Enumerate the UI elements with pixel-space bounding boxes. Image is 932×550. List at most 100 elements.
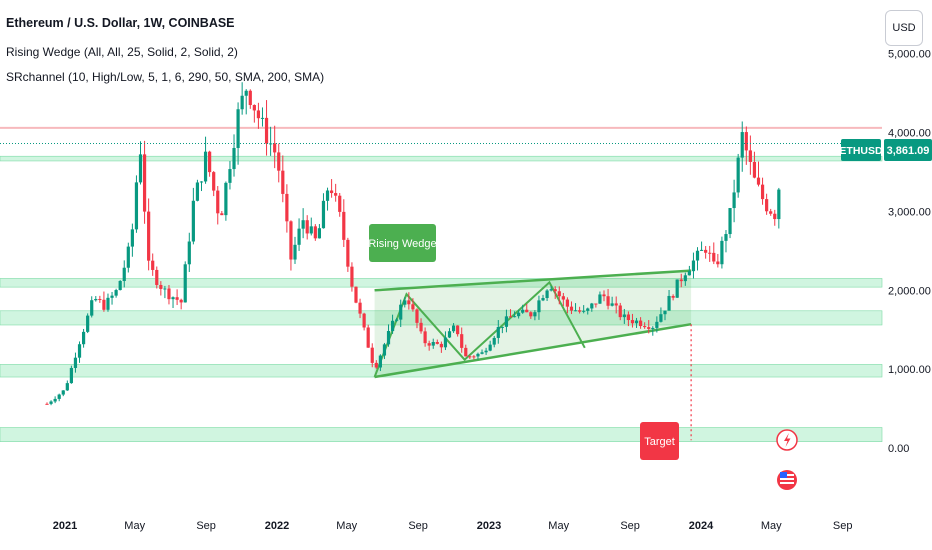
candle-body — [626, 314, 630, 321]
candle — [138, 141, 143, 185]
candle — [269, 126, 273, 156]
price-tag-symbol: ETHUSD — [839, 145, 883, 157]
candle — [508, 309, 513, 318]
candle — [297, 218, 301, 251]
candle — [720, 236, 724, 269]
indicator-srchannel[interactable]: SRchannel (10, High/Low, 5, 1, 6, 290, 5… — [6, 70, 325, 84]
candle-body — [610, 303, 614, 306]
candle — [130, 223, 134, 257]
candle-body — [325, 190, 330, 201]
candle — [256, 102, 261, 129]
candle — [94, 296, 98, 302]
price-tag-box[interactable] — [841, 139, 881, 161]
candle — [760, 177, 765, 205]
candle-body — [687, 271, 691, 276]
candle — [53, 396, 57, 404]
x-tick-label: May — [548, 520, 569, 532]
price-value-box[interactable] — [884, 139, 932, 161]
candle — [374, 360, 378, 369]
candle-body — [638, 320, 643, 327]
candle — [626, 311, 630, 327]
candle-body — [752, 161, 757, 178]
candle — [232, 134, 236, 177]
candle — [191, 187, 195, 245]
indicator-rising-wedge[interactable]: Rising Wedge (All, All, 25, Solid, 2, So… — [6, 45, 238, 59]
candle — [618, 302, 622, 321]
candle — [273, 125, 277, 169]
candle-body — [122, 267, 126, 282]
wedge-upper-line — [374, 269, 692, 292]
candle — [159, 281, 163, 296]
x-tick-label: May — [761, 520, 782, 532]
candle — [687, 265, 691, 276]
candle-body — [598, 294, 602, 304]
price-axis[interactable]: 0.00 1,000.00 2,000.00 3,000.00 4,000.00 5,00… — [888, 49, 931, 455]
candle-body — [447, 331, 452, 338]
candle-body — [216, 190, 220, 214]
candle — [638, 317, 643, 329]
candle-body — [500, 326, 504, 328]
candle — [659, 307, 663, 323]
candle — [765, 193, 769, 215]
candle — [309, 217, 313, 236]
candle-body — [90, 300, 94, 316]
candle — [49, 400, 53, 406]
candle-body — [342, 211, 346, 240]
candle — [598, 291, 602, 304]
x-tick-label: 2023 — [477, 520, 501, 532]
candle — [382, 342, 387, 360]
candles — [45, 82, 781, 406]
candle-body — [451, 325, 456, 332]
candle — [155, 266, 159, 289]
candle — [630, 313, 635, 328]
candle — [342, 199, 346, 247]
candle-body — [289, 221, 293, 260]
candle — [740, 121, 744, 172]
candle — [147, 198, 151, 271]
candle-body — [191, 200, 195, 242]
candle — [468, 355, 472, 360]
candle — [252, 104, 256, 123]
x-tick-label: May — [336, 520, 357, 532]
candle-body — [175, 297, 179, 300]
candle-body — [73, 357, 78, 368]
candle-body — [114, 290, 118, 296]
candle — [57, 393, 61, 402]
lightning-icon[interactable] — [776, 429, 798, 451]
candle-body — [582, 310, 586, 312]
candle — [179, 298, 183, 310]
candle-body — [321, 200, 326, 229]
candle — [110, 291, 114, 305]
candle-body — [151, 260, 155, 270]
candle-body — [81, 331, 86, 345]
candle-body — [732, 192, 736, 209]
candle-body — [102, 299, 106, 310]
candle-body — [716, 261, 720, 265]
candle — [163, 285, 167, 299]
candle — [212, 171, 216, 197]
candle-body — [594, 303, 598, 305]
time-axis[interactable]: 2021 May Sep 2022 May Sep 2023 May Sep 2024 May Sep — [53, 520, 853, 532]
candle — [496, 320, 500, 344]
candle — [724, 230, 728, 253]
candle-body — [118, 281, 122, 291]
candle — [98, 295, 102, 303]
candle-body — [756, 177, 761, 185]
candle-body — [472, 356, 476, 358]
us-flag-icon[interactable] — [777, 470, 797, 490]
candle — [61, 390, 65, 397]
candle-body — [708, 252, 712, 254]
candle — [167, 285, 171, 305]
candle-body — [163, 288, 167, 290]
candle-body — [712, 252, 716, 262]
candle — [545, 289, 549, 301]
candle-body — [647, 327, 651, 329]
candle — [386, 324, 391, 347]
candle-body — [517, 312, 521, 317]
candle-body — [496, 327, 500, 338]
candle-body — [675, 279, 679, 298]
candle — [667, 289, 671, 311]
currency-button[interactable]: USD — [885, 10, 923, 46]
candle — [704, 246, 708, 259]
